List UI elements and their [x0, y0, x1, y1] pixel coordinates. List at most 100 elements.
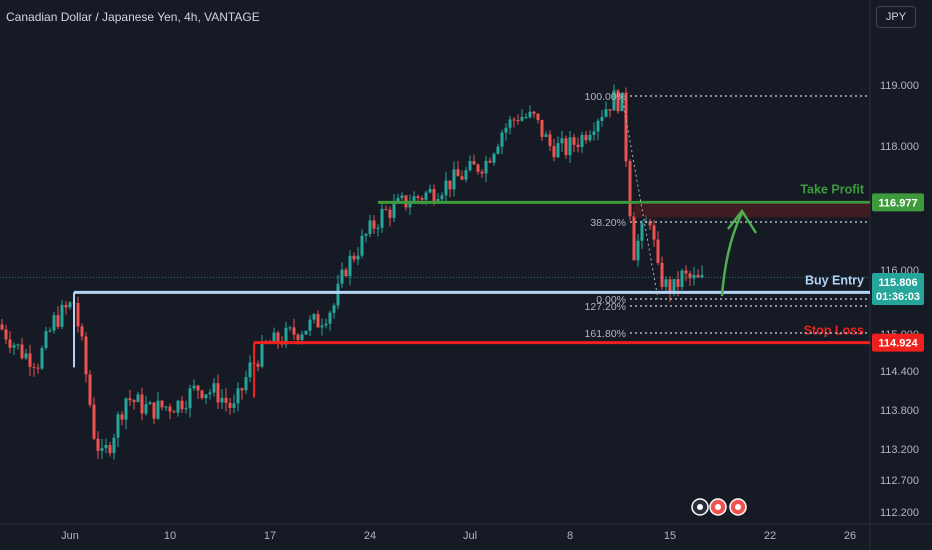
candle-body [364, 234, 368, 236]
candle-body [168, 406, 172, 412]
candle-body [316, 314, 320, 328]
take-profit-tag-text: 116.977 [878, 197, 917, 209]
candle-body [664, 279, 668, 287]
candle-body [116, 414, 120, 438]
y-tick-label: 112.700 [880, 475, 919, 487]
candle-body [196, 385, 200, 391]
candle-body [532, 111, 536, 114]
candle-body [140, 394, 144, 414]
candle-body [332, 305, 336, 313]
candle-body [676, 279, 680, 287]
target-arrow [720, 212, 744, 297]
candle-body [244, 377, 248, 391]
candle-body [260, 341, 264, 367]
candle-body [128, 398, 132, 401]
x-tick-label: 26 [844, 530, 856, 542]
candle-body [300, 334, 304, 340]
candle-body [352, 255, 356, 260]
candle-body [88, 374, 92, 405]
candle-body [624, 92, 628, 162]
candle-body [152, 402, 156, 419]
candle-body [568, 137, 572, 155]
y-tick-label: 118.000 [880, 141, 919, 153]
last-price-value: 115.806 [878, 277, 917, 289]
chart-title: Canadian Dollar / Japanese Yen, 4h, VANT… [6, 10, 260, 24]
candle-body [556, 143, 560, 158]
candle-body [424, 192, 428, 200]
candle-body [148, 402, 152, 405]
last-price-countdown: 01:36:03 [876, 291, 920, 303]
fib-trend-line [621, 95, 659, 300]
candle-body [192, 385, 196, 389]
candle-body [544, 134, 548, 137]
candle-body [48, 330, 52, 332]
candle-body [312, 314, 316, 320]
candle-body [476, 164, 480, 172]
candle-body [416, 196, 420, 198]
candle-body [672, 279, 676, 294]
candle-body [444, 180, 448, 196]
candle-body [468, 161, 472, 171]
candle-body [340, 269, 344, 284]
candle-body [656, 239, 660, 263]
candle-body [64, 304, 68, 308]
candle-body [308, 319, 312, 331]
candle-body [516, 120, 520, 122]
candle-body [80, 326, 84, 337]
candle-body [552, 146, 556, 158]
candle-body [16, 344, 20, 346]
candle-body [452, 169, 456, 190]
candle-body [276, 332, 280, 343]
candle-body [512, 119, 516, 121]
candle-body [688, 273, 692, 279]
candle-body [696, 274, 700, 278]
candle-body [480, 171, 484, 174]
candle-body [204, 394, 208, 399]
candle-body [620, 92, 624, 112]
candle-body [376, 227, 380, 229]
candle-body [500, 132, 504, 147]
x-tick-label: 10 [164, 530, 176, 542]
event-icon-dot [735, 504, 741, 510]
candle-body [396, 198, 400, 203]
candle-body [548, 134, 552, 147]
stop-loss-tag [872, 333, 924, 352]
candle-body [372, 220, 376, 229]
x-tick-label: Jul [463, 530, 477, 542]
candle-body [528, 111, 532, 118]
y-tick-label: 112.200 [880, 507, 919, 519]
candle-body [392, 202, 396, 218]
candle-body [596, 120, 600, 132]
candle-body [504, 127, 508, 133]
candle-body [188, 388, 192, 409]
candle-body [0, 324, 4, 330]
candle-body [668, 279, 672, 294]
candle-body [572, 137, 576, 145]
candle-body [24, 353, 28, 359]
candle-body [584, 134, 588, 141]
candle-body [336, 283, 340, 306]
candle-body [144, 404, 148, 414]
target-arrow-head [727, 208, 758, 234]
candle-body [136, 394, 140, 403]
candle-body [20, 344, 24, 359]
candle-body [660, 262, 664, 287]
candle-body [208, 392, 212, 395]
currency-button[interactable]: JPY [876, 6, 916, 28]
candle-body [460, 176, 464, 180]
candle-body [328, 312, 332, 324]
candle-body [12, 345, 16, 348]
candle-body [220, 397, 224, 403]
y-tick-label: 113.800 [880, 405, 919, 417]
candle-body [604, 109, 608, 117]
event-icon-dot [697, 504, 703, 510]
candle-body [684, 270, 688, 274]
candle-body [228, 402, 232, 408]
take-profit-label: Take Profit [800, 182, 865, 196]
candle-body [224, 397, 228, 403]
candle-body [120, 414, 124, 420]
x-tick-label: 15 [664, 530, 676, 542]
candle-body [436, 199, 440, 202]
candle-body [484, 160, 488, 174]
